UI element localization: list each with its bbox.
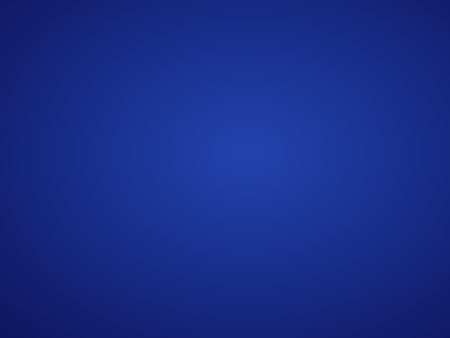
Text: trinomials where: trinomials where <box>28 104 156 120</box>
Text: •: • <box>18 197 27 213</box>
Text: , that is, trinomials of the form: , that is, trinomials of the form <box>169 104 393 120</box>
Text: It is assumed you already know how to factor: It is assumed you already know how to fa… <box>28 82 361 97</box>
Text: a = 1: a = 1 <box>137 104 177 120</box>
FancyBboxPatch shape <box>0 0 450 52</box>
Text: confident in factoring these trinomials.: confident in factoring these trinomials. <box>28 219 314 235</box>
Text: •: • <box>18 82 27 97</box>
Text: Factoring – Trinomials ($a \neq 1$), Guess and Check: Factoring – Trinomials ($a \neq 1$), Gue… <box>28 16 422 37</box>
Text: Be sure to study the previous slideshow if you are not: Be sure to study the previous slideshow … <box>28 197 423 213</box>
Text: $x^2 +bx+c$: $x^2 +bx+c$ <box>150 145 300 175</box>
